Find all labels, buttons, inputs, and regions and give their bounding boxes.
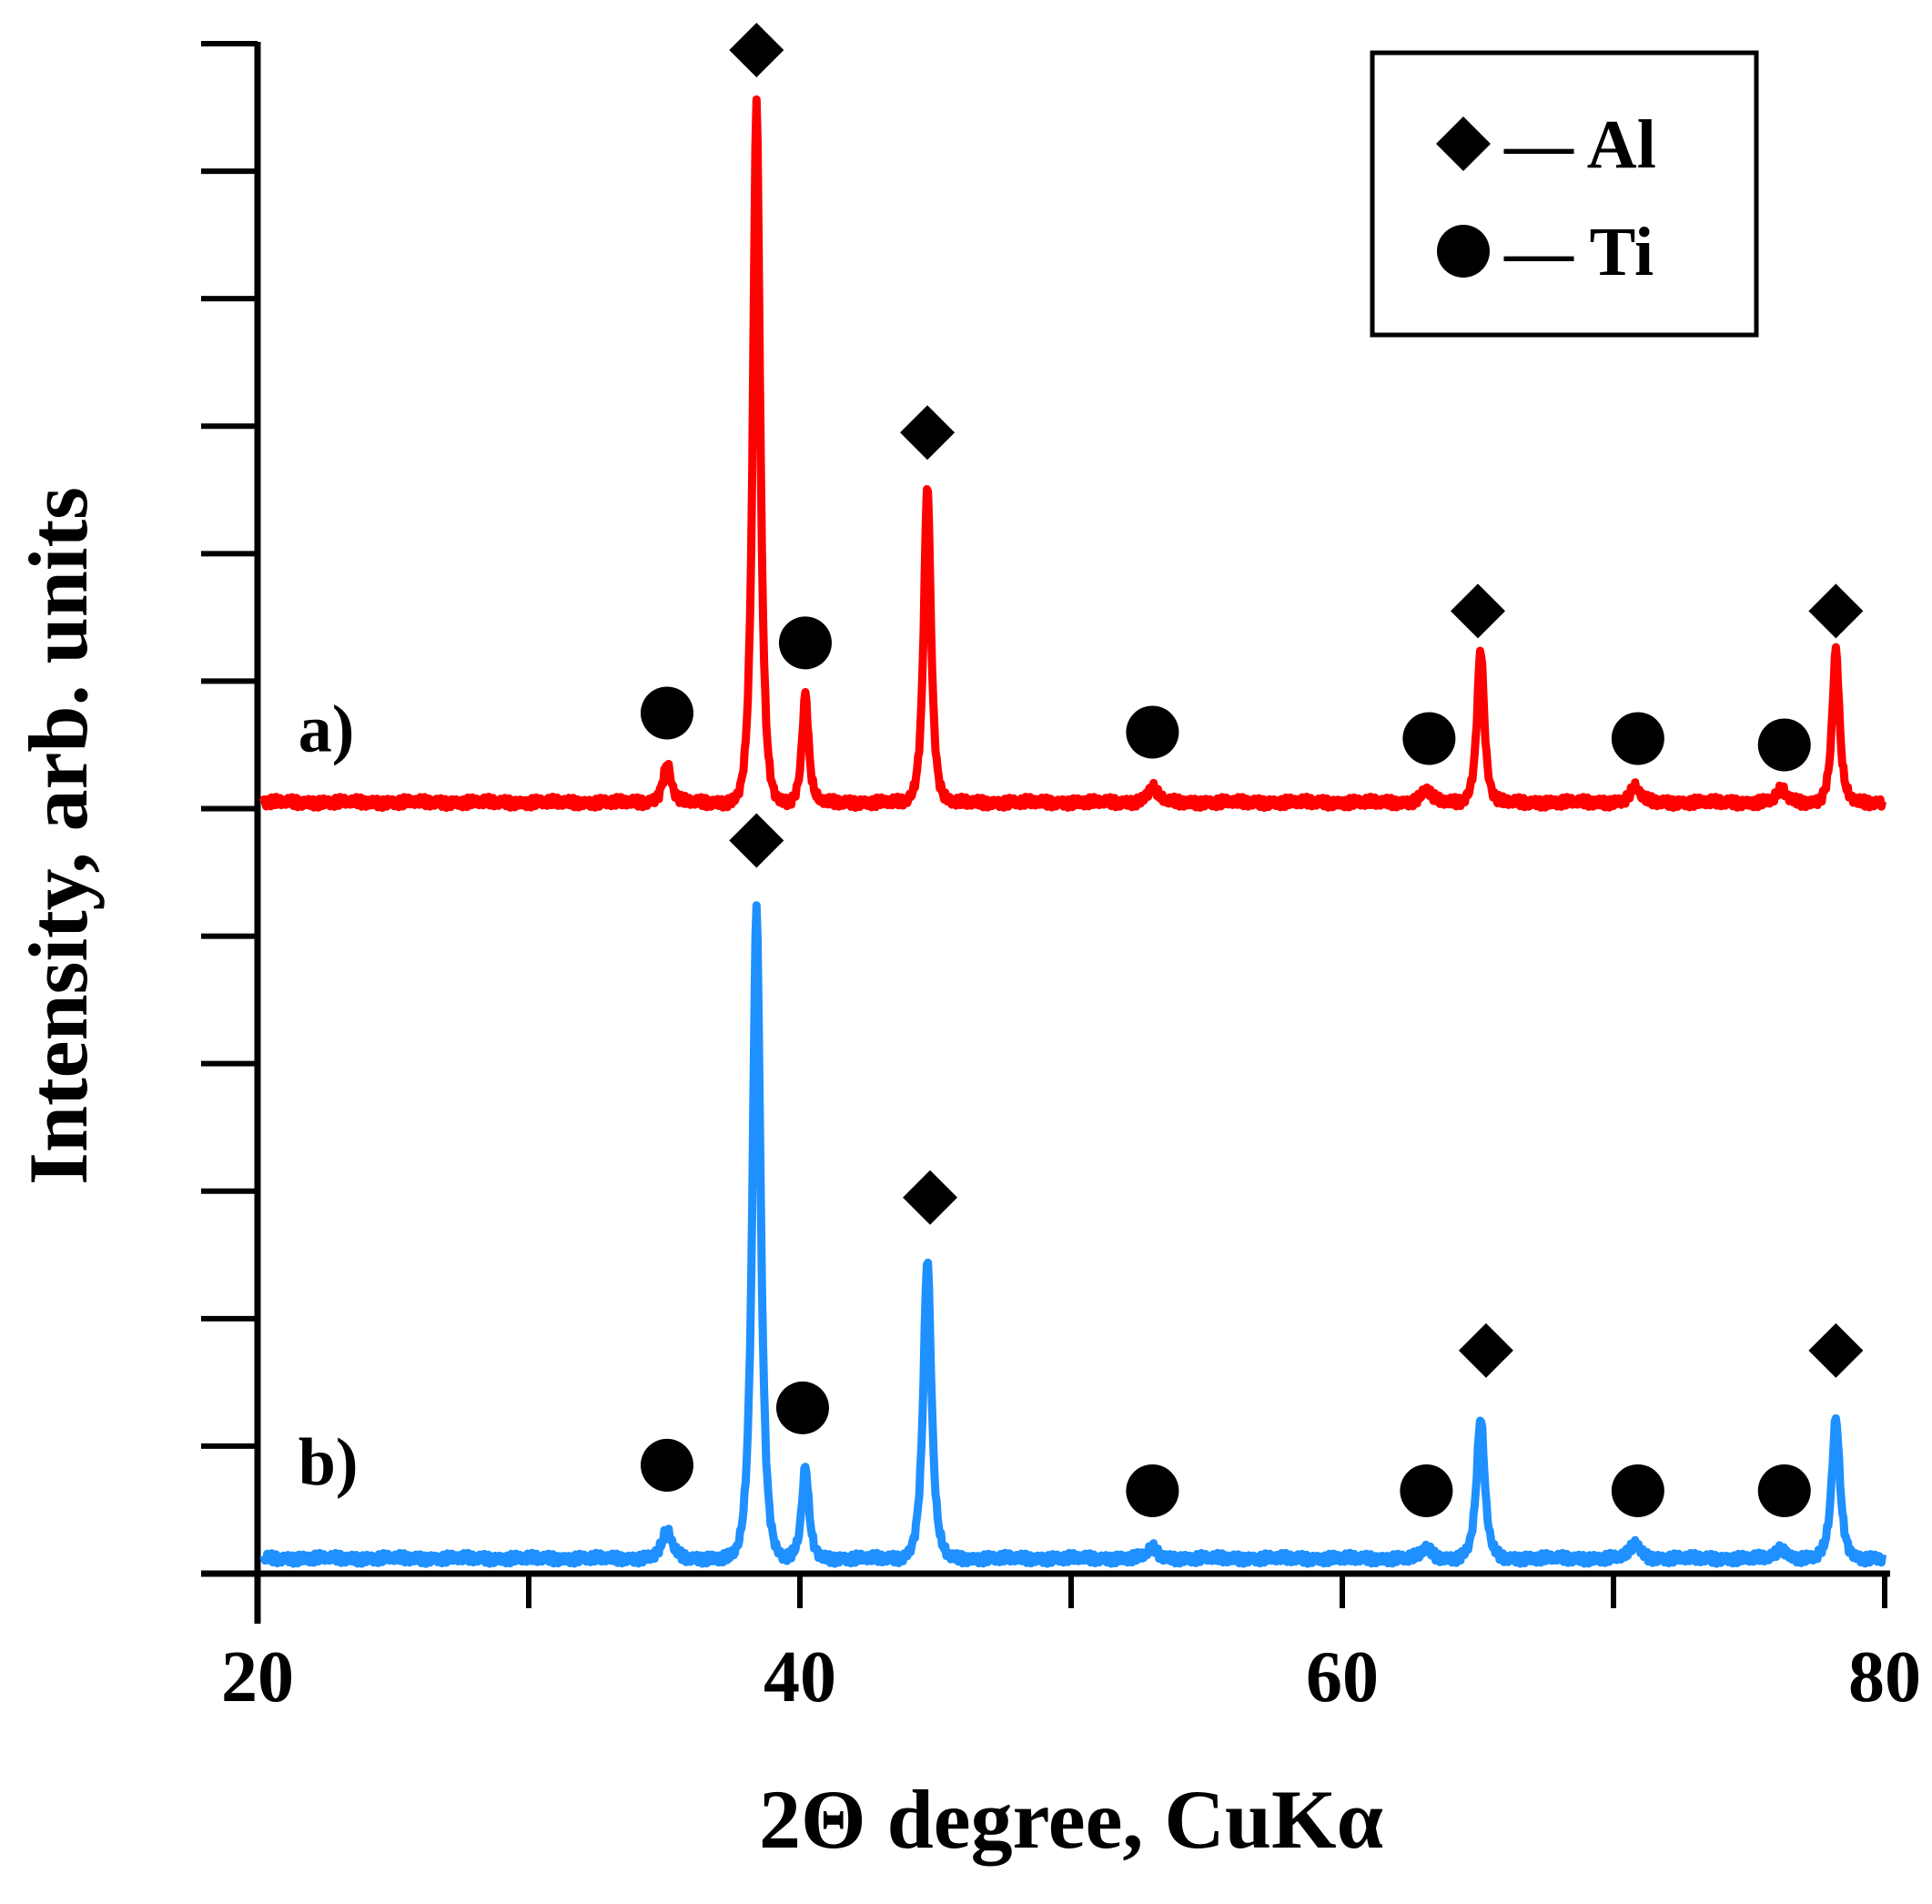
series-label: a) [298,692,355,766]
legend-label: — Ti [1503,214,1654,290]
ti-peak-marker [1757,1463,1811,1517]
legend: — Al — Ti [1370,50,1759,338]
ti-peak-marker [1611,1463,1664,1517]
ti-peak-marker [1126,1463,1179,1517]
al-peak-marker [729,23,784,78]
series-b-line [259,901,1887,1568]
legend-diamond-icon [1436,116,1491,171]
al-peak-marker [1808,583,1864,639]
x-axis-title: 2Θ degree, CuKα [759,1773,1383,1866]
ti-peak-marker [1126,705,1179,759]
series-label: b) [298,1425,359,1500]
al-peak-marker [729,813,784,868]
ti-peak-marker [1400,1463,1453,1517]
x-tick-label: 60 [1306,1637,1379,1717]
legend-label: — Al [1503,106,1656,183]
al-peak-marker [1808,1322,1864,1378]
legend-circle-icon [1437,225,1490,278]
markers-group [640,23,1864,1517]
series-a-line [258,95,1887,812]
y-axis-title: Intensity, arb. units [12,487,105,1185]
ti-peak-marker [640,1438,693,1492]
series-group [258,95,1887,1568]
al-peak-marker [1458,1322,1513,1378]
legend-box [1370,50,1759,338]
ti-peak-marker [1611,712,1664,765]
al-peak-marker [900,405,956,461]
ti-peak-marker [1757,718,1811,772]
x-tick-label: 40 [764,1637,836,1717]
labels-group: 2Θ degree, CuKα Intensity, arb. units a) b) [12,487,1383,1866]
al-peak-marker [1451,583,1505,639]
al-peak-marker [903,1170,958,1225]
ti-peak-marker [778,616,832,670]
ti-peak-marker [775,1381,829,1434]
axes-group: 20 40 60 80 [201,41,1921,1717]
ti-peak-marker [640,686,693,740]
ti-peak-marker [1402,712,1456,765]
x-tick-label: 20 [221,1637,294,1717]
x-tick-label: 80 [1848,1637,1921,1717]
